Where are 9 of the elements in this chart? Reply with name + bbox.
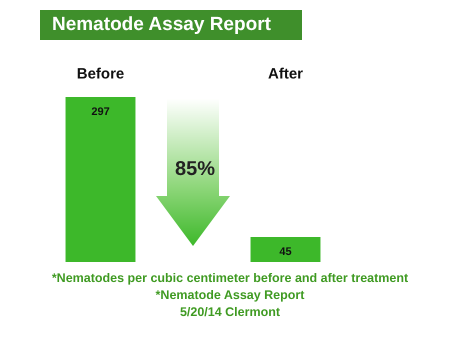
data-label: 297 xyxy=(91,106,110,118)
annotation: 85% xyxy=(174,158,216,181)
chart-title: Nematode Assay Report xyxy=(40,10,302,40)
text: 5/20/14 Clermont xyxy=(178,304,282,321)
x-tick-label: Before xyxy=(76,66,124,82)
text: *Nematodes per cubic centimeter before and after treatment xyxy=(50,270,410,287)
data-label: 45 xyxy=(279,246,292,258)
text: *Nematode Assay Report xyxy=(154,287,306,304)
x-tick-label: After xyxy=(268,66,304,82)
